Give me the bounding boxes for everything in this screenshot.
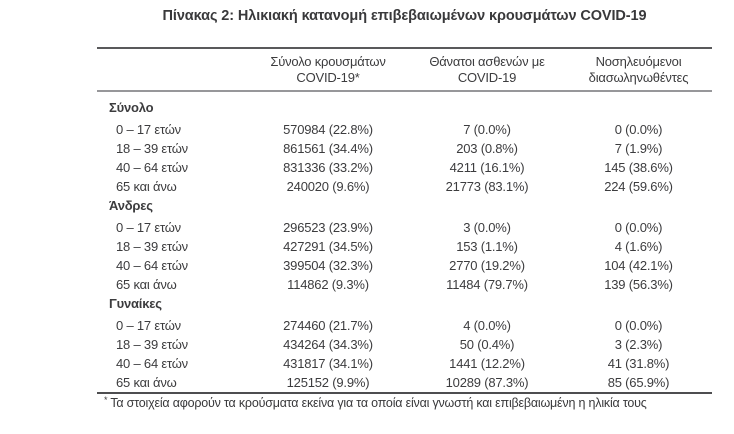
row-label: 18 – 39 ετών [116, 337, 188, 352]
intubated-cell: 139 (56.3%) [604, 277, 673, 292]
table-row: 40 – 64 ετών 831336 (33.2%) 4211 (16.1%)… [97, 158, 712, 177]
deaths-cell: 1441 (12.2%) [449, 356, 525, 371]
row-label: 65 και άνω [116, 179, 177, 194]
intubated-cell: 0 (0.0%) [614, 318, 663, 333]
column-header-deaths: Θάνατοι ασθενών με COVID-19 [409, 54, 565, 86]
row-label: 0 – 17 ετών [116, 122, 181, 137]
intubated-cell: 145 (38.6%) [604, 160, 673, 175]
age-distribution-table: Σύνολο κρουσμάτων COVID-19* Θάνατοι ασθε… [97, 47, 712, 394]
table-header-rule [97, 90, 712, 92]
cases-cell: 434264 (34.3%) [283, 337, 373, 352]
row-label: 40 – 64 ετών [116, 258, 188, 273]
intubated-cell: 7 (1.9%) [614, 141, 663, 156]
deaths-cell: 11484 (79.7%) [446, 277, 528, 292]
table-row: 65 και άνω 114862 (9.3%) 11484 (79.7%) 1… [97, 275, 712, 294]
deaths-cell: 10289 (87.3%) [445, 375, 529, 390]
table-row: 0 – 17 ετών 570984 (22.8%) 7 (0.0%) 0 (0… [97, 120, 712, 139]
cases-cell: 240020 (9.6%) [286, 179, 370, 194]
deaths-cell: 2770 (19.2%) [449, 258, 525, 273]
footnote-asterisk: * [104, 395, 108, 405]
column-header-intubated: Νοσηλευόμενοι διασωληνωθέντες [565, 54, 712, 86]
deaths-cell: 203 (0.8%) [456, 141, 518, 156]
row-label: 65 και άνω [116, 375, 177, 390]
row-label: 65 και άνω [116, 277, 177, 292]
deaths-cell: 4 (0.0%) [463, 318, 511, 333]
cases-cell: 427291 (34.5%) [283, 239, 373, 254]
section-women: Γυναίκες 0 – 17 ετών 274460 (21.7%) 4 (0… [97, 294, 712, 392]
intubated-cell: 104 (42.1%) [604, 258, 673, 273]
column-header-cases-line2: COVID-19* [296, 70, 360, 85]
deaths-cell: 153 (1.1%) [456, 239, 518, 254]
table-row: 40 – 64 ετών 431817 (34.1%) 1441 (12.2%)… [97, 354, 712, 373]
table-row: 0 – 17 ετών 274460 (21.7%) 4 (0.0%) 0 (0… [97, 316, 712, 335]
table-row: 65 και άνω 240020 (9.6%) 21773 (83.1%) 2… [97, 177, 712, 196]
column-header-deaths-line1: Θάνατοι ασθενών με [429, 54, 545, 69]
intubated-cell: 0 (0.0%) [614, 220, 663, 235]
intubated-cell: 4 (1.6%) [614, 239, 663, 254]
deaths-cell: 4211 (16.1%) [449, 160, 525, 175]
row-label: 18 – 39 ετών [116, 239, 188, 254]
table-top-rule [97, 47, 712, 49]
cases-cell: 274460 (21.7%) [283, 318, 373, 333]
table-row: 65 και άνω 125152 (9.9%) 10289 (87.3%) 8… [97, 373, 712, 392]
table-header-row: Σύνολο κρουσμάτων COVID-19* Θάνατοι ασθε… [97, 49, 712, 90]
intubated-cell: 224 (59.6%) [604, 179, 673, 194]
cases-cell: 296523 (23.9%) [283, 220, 373, 235]
table-footnote: * Τα στοιχεία αφορούν τα κρούσματα εκείνα… [104, 395, 724, 410]
column-header-deaths-line2: COVID-19 [457, 70, 517, 85]
cases-cell: 125152 (9.9%) [286, 375, 370, 390]
table-row: 40 – 64 ετών 399504 (32.3%) 2770 (19.2%)… [97, 256, 712, 275]
table-row: 18 – 39 ετών 427291 (34.5%) 153 (1.1%) 4… [97, 237, 712, 256]
cases-cell: 570984 (22.8%) [283, 122, 373, 137]
table-title: Πίνακας 2: Ηλικιακή κατανομή επιβεβαιωμέ… [162, 8, 647, 24]
cases-cell: 399504 (32.3%) [283, 258, 373, 273]
section-total: Σύνολο 0 – 17 ετών 570984 (22.8%) 7 (0.0… [97, 98, 712, 196]
row-label: 0 – 17 ετών [116, 318, 181, 333]
cases-cell: 861561 (34.4%) [283, 141, 373, 156]
section-header-total: Σύνολο [109, 100, 154, 115]
deaths-cell: 50 (0.4%) [459, 337, 515, 352]
footnote-text: Τα στοιχεία αφορούν τα κρούσματα εκείνα … [110, 396, 647, 410]
row-label: 40 – 64 ετών [116, 160, 188, 175]
intubated-cell: 85 (65.9%) [607, 375, 670, 390]
deaths-cell: 3 (0.0%) [463, 220, 511, 235]
deaths-cell: 21773 (83.1%) [445, 179, 529, 194]
table-row: 0 – 17 ετών 296523 (23.9%) 3 (0.0%) 0 (0… [97, 218, 712, 237]
column-header-intubated-line1: Νοσηλευόμενοι [595, 54, 682, 69]
cases-cell: 431817 (34.1%) [283, 356, 373, 371]
column-header-empty [97, 54, 247, 86]
table-bottom-rule [97, 392, 712, 394]
intubated-cell: 41 (31.8%) [607, 356, 670, 371]
intubated-cell: 3 (2.3%) [614, 337, 663, 352]
deaths-cell: 7 (0.0%) [463, 122, 511, 137]
table-body: Σύνολο 0 – 17 ετών 570984 (22.8%) 7 (0.0… [97, 92, 712, 392]
section-header-men: Άνδρες [109, 198, 153, 213]
cases-cell: 831336 (33.2%) [283, 160, 373, 175]
row-label: 0 – 17 ετών [116, 220, 181, 235]
table-row: 18 – 39 ετών 434264 (34.3%) 50 (0.4%) 3 … [97, 335, 712, 354]
section-header-women: Γυναίκες [109, 296, 162, 311]
section-men: Άνδρες 0 – 17 ετών 296523 (23.9%) 3 (0.0… [97, 196, 712, 294]
table-row: 18 – 39 ετών 861561 (34.4%) 203 (0.8%) 7… [97, 139, 712, 158]
row-label: 18 – 39 ετών [116, 141, 188, 156]
column-header-intubated-line2: διασωληνωθέντες [588, 70, 689, 85]
intubated-cell: 0 (0.0%) [614, 122, 663, 137]
row-label: 40 – 64 ετών [116, 356, 188, 371]
column-header-cases-line1: Σύνολο κρουσμάτων [270, 54, 386, 69]
column-header-cases: Σύνολο κρουσμάτων COVID-19* [247, 54, 409, 86]
cases-cell: 114862 (9.3%) [287, 277, 369, 292]
